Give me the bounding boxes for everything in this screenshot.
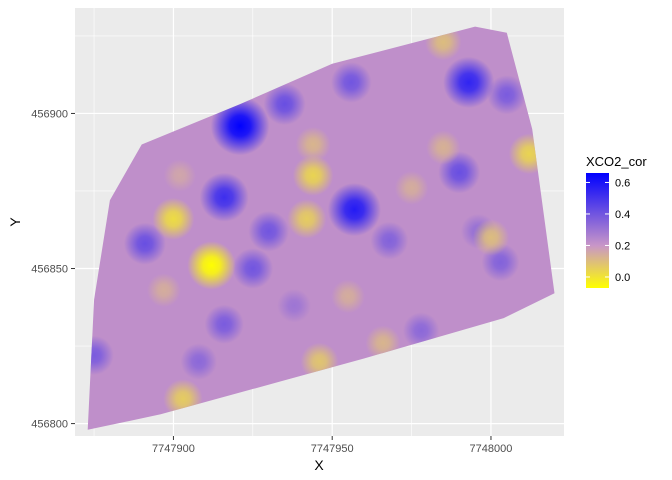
heat-spot [287, 199, 327, 239]
legend-colorbar [586, 173, 609, 288]
heat-spot [163, 159, 196, 192]
heat-spot [370, 221, 409, 260]
y-tick-label: 456800 [31, 419, 68, 431]
heat-spot [123, 222, 166, 265]
heat-spot [426, 130, 461, 165]
legend-break-label: 0.0 [615, 272, 630, 284]
x-axis-ticks: 7747900 7747950 7748000 [152, 436, 512, 455]
heat-spot [331, 62, 372, 103]
heat-spot [187, 241, 236, 290]
heat-spot [487, 75, 527, 115]
legend-break-label: 0.4 [615, 209, 630, 221]
x-axis-title: X [314, 457, 324, 473]
x-tick-label: 7747950 [311, 443, 354, 455]
heat-spots [87, 26, 550, 419]
heat-spot [87, 335, 114, 375]
x-tick-label: 7748000 [470, 443, 513, 455]
heat-spot [295, 127, 331, 162]
heat-spot [199, 172, 249, 222]
heat-spot [443, 56, 495, 108]
heat-spot [472, 219, 510, 256]
y-axis-ticks: 456800 456850 456900 [31, 108, 75, 431]
legend-break-label: 0.6 [615, 177, 630, 189]
heat-spot [331, 279, 365, 314]
heat-spot [292, 155, 334, 196]
heat-spot [248, 211, 289, 252]
legend-ticks: 0.0 0.2 0.4 0.6 [586, 177, 630, 284]
heat-spot [232, 248, 274, 289]
heat-spot [180, 343, 217, 380]
heat-spot [210, 96, 270, 156]
heat-spot [277, 288, 311, 323]
x-tick-label: 7747900 [152, 443, 195, 455]
heat-spot [147, 273, 181, 308]
y-axis-title: Y [7, 217, 23, 227]
y-tick-label: 456900 [31, 108, 68, 120]
heat-spot [152, 197, 195, 240]
legend-break-label: 0.2 [615, 240, 630, 252]
heat-spot [327, 183, 381, 237]
y-tick-label: 456850 [31, 264, 68, 276]
legend-title: XCO2_cor [586, 154, 647, 169]
legend: XCO2_cor 0.0 0.2 0.4 0.6 [586, 154, 647, 288]
heat-spot [394, 171, 429, 205]
heat-spot [204, 304, 244, 344]
heat-spot [263, 83, 306, 126]
heat-region [87, 26, 555, 430]
